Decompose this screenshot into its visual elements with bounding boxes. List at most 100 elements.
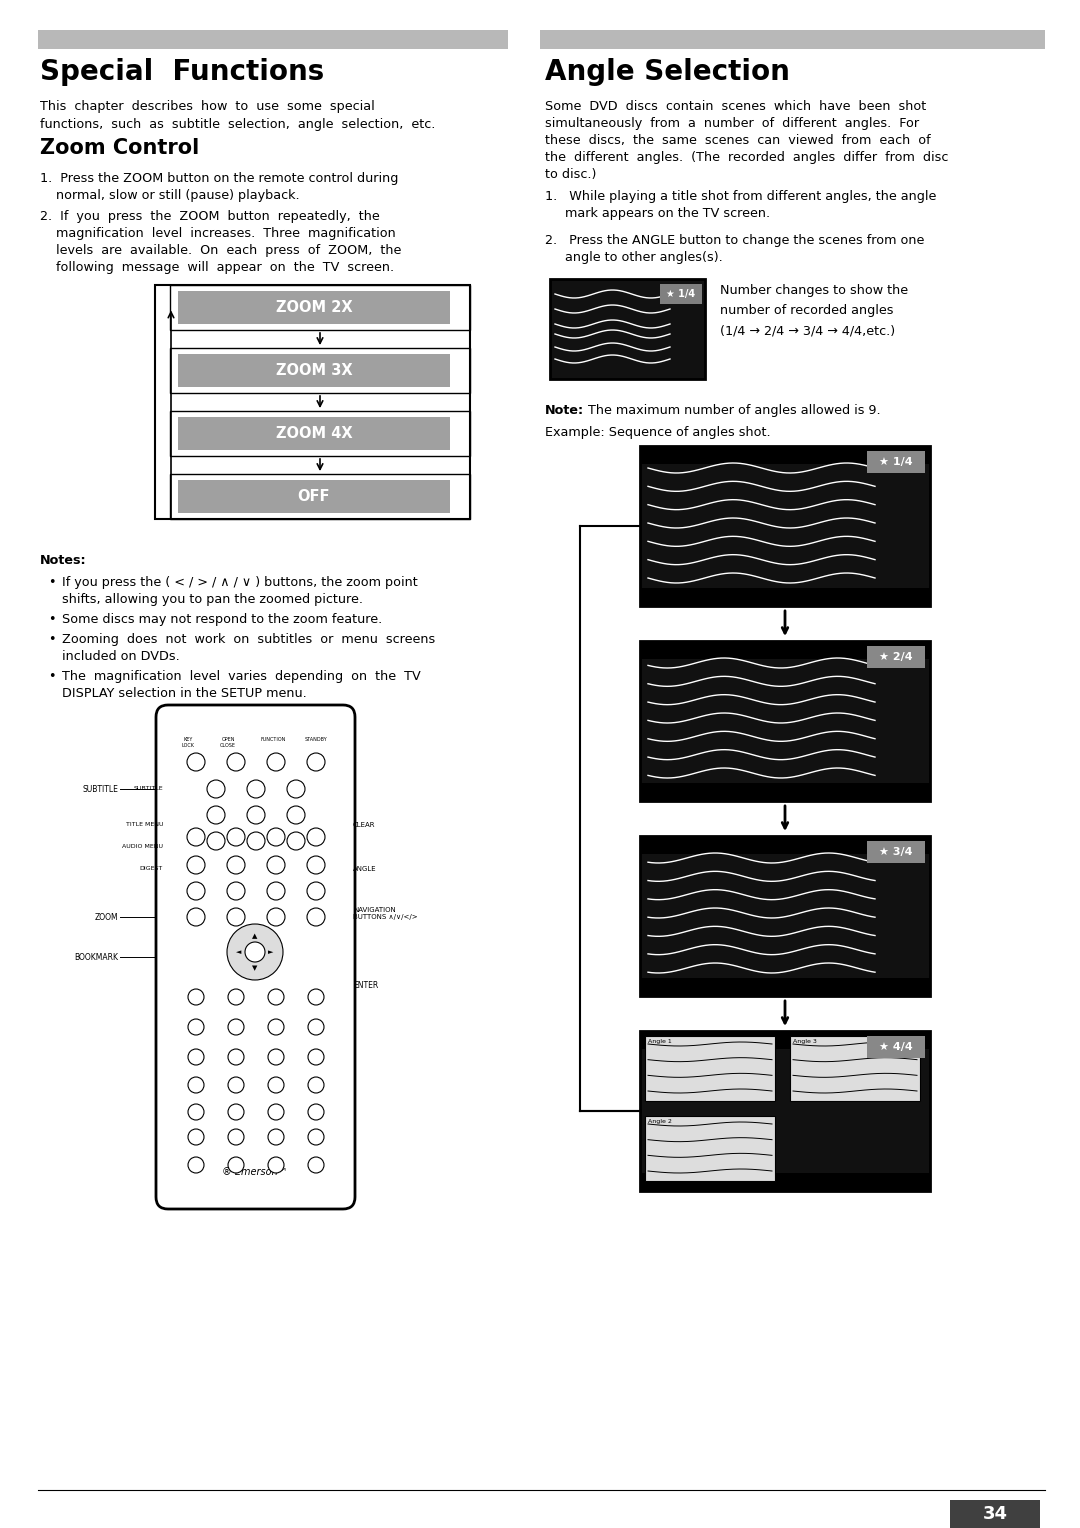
Text: ►: ► — [268, 949, 273, 955]
Bar — [867, 840, 924, 863]
Circle shape — [245, 941, 265, 963]
Text: 6: 6 — [294, 810, 298, 819]
Text: The  magnification  level  varies  depending  on  the  TV: The magnification level varies depending… — [62, 669, 421, 683]
Text: ★ 4/4: ★ 4/4 — [879, 1042, 913, 1051]
Bar — [640, 836, 930, 854]
Bar — [660, 284, 702, 304]
Bar — [867, 451, 924, 474]
Text: SUBTITLE: SUBTITLE — [82, 784, 118, 793]
Bar — [640, 1174, 930, 1190]
Text: NAVIGATION
BUTTONS ∧/∨/</>: NAVIGATION BUTTONS ∧/∨/</> — [353, 908, 418, 920]
Text: DIGEST: DIGEST — [139, 866, 163, 871]
Text: Zoom Control: Zoom Control — [40, 138, 199, 157]
Circle shape — [247, 779, 265, 798]
Text: •: • — [48, 576, 55, 588]
Text: ★ 1/4: ★ 1/4 — [666, 289, 696, 299]
Text: TITLE MENU: TITLE MENU — [125, 822, 163, 828]
Bar — [867, 1036, 924, 1057]
Text: 4: 4 — [214, 810, 218, 819]
Text: ZOOM 2X: ZOOM 2X — [275, 299, 352, 315]
Bar — [640, 782, 930, 801]
Bar — [38, 31, 508, 49]
Circle shape — [268, 1129, 284, 1144]
Text: simultaneously  from  a  number  of  different  angles.  For: simultaneously from a number of differen… — [545, 118, 919, 130]
Circle shape — [228, 989, 244, 1005]
Text: Angle 3: Angle 3 — [793, 1039, 816, 1044]
Bar — [645, 1115, 775, 1181]
Text: functions,  such  as  subtitle  selection,  angle  selection,  etc.: functions, such as subtitle selection, a… — [40, 118, 435, 131]
Bar — [950, 1500, 1040, 1528]
Circle shape — [308, 1077, 324, 1093]
Text: shifts, allowing you to pan the zoomed picture.: shifts, allowing you to pan the zoomed p… — [62, 593, 363, 607]
FancyBboxPatch shape — [156, 704, 355, 1209]
Circle shape — [207, 779, 225, 798]
Circle shape — [207, 833, 225, 850]
Text: 34: 34 — [983, 1505, 1008, 1523]
Bar — [170, 286, 470, 330]
Text: to disc.): to disc.) — [545, 168, 596, 180]
Bar — [640, 446, 930, 607]
Circle shape — [188, 1157, 204, 1174]
Circle shape — [268, 989, 284, 1005]
Circle shape — [307, 882, 325, 900]
Circle shape — [227, 908, 245, 926]
Circle shape — [307, 856, 325, 874]
Text: 1.   While playing a title shot from different angles, the angle: 1. While playing a title shot from diffe… — [545, 189, 936, 203]
Circle shape — [227, 753, 245, 772]
Circle shape — [287, 833, 305, 850]
Circle shape — [228, 1157, 244, 1174]
Circle shape — [228, 1129, 244, 1144]
Text: Zooming  does  not  work  on  subtitles  or  menu  screens: Zooming does not work on subtitles or me… — [62, 633, 435, 646]
Bar — [156, 286, 470, 520]
Circle shape — [307, 753, 325, 772]
Circle shape — [308, 1105, 324, 1120]
Circle shape — [267, 882, 285, 900]
Text: mark appears on the TV screen.: mark appears on the TV screen. — [545, 206, 770, 220]
Text: ★ 1/4: ★ 1/4 — [879, 457, 913, 468]
Bar — [550, 280, 705, 379]
Text: ZOOM 4X: ZOOM 4X — [275, 426, 352, 442]
Text: Angle 1: Angle 1 — [648, 1039, 672, 1044]
Text: •: • — [48, 633, 55, 646]
Bar — [640, 588, 930, 607]
Text: these  discs,  the  same  scenes  can  viewed  from  each  of: these discs, the same scenes can viewed … — [545, 134, 931, 147]
Text: AUDIO MENU: AUDIO MENU — [122, 845, 163, 850]
Circle shape — [188, 1050, 204, 1065]
Text: the  different  angles.  (The  recorded  angles  differ  from  disc: the different angles. (The recorded angl… — [545, 151, 948, 163]
Circle shape — [227, 882, 245, 900]
Text: following  message  will  appear  on  the  TV  screen.: following message will appear on the TV … — [40, 261, 394, 274]
Bar — [178, 417, 450, 451]
Bar — [540, 31, 1045, 49]
Circle shape — [268, 1050, 284, 1065]
Circle shape — [287, 805, 305, 824]
Bar — [640, 642, 930, 801]
Text: CLEAR: CLEAR — [353, 822, 376, 828]
Text: ® Emerson™: ® Emerson™ — [222, 1167, 287, 1177]
Circle shape — [188, 989, 204, 1005]
Text: ZOOM: ZOOM — [94, 912, 118, 921]
Circle shape — [207, 805, 225, 824]
Circle shape — [227, 856, 245, 874]
Bar — [640, 836, 930, 996]
Text: DISPLAY selection in the SETUP menu.: DISPLAY selection in the SETUP menu. — [62, 688, 307, 700]
Circle shape — [267, 828, 285, 847]
Text: 1: 1 — [214, 784, 218, 793]
Text: included on DVDs.: included on DVDs. — [62, 649, 179, 663]
Text: normal, slow or still (pause) playback.: normal, slow or still (pause) playback. — [40, 189, 299, 202]
Circle shape — [268, 1105, 284, 1120]
Circle shape — [308, 1019, 324, 1034]
Circle shape — [247, 833, 265, 850]
Circle shape — [187, 753, 205, 772]
Circle shape — [267, 908, 285, 926]
Circle shape — [187, 908, 205, 926]
Bar — [640, 1031, 930, 1190]
Text: Angle 2: Angle 2 — [648, 1118, 672, 1125]
Circle shape — [308, 1157, 324, 1174]
Bar — [170, 474, 470, 520]
Bar — [645, 1036, 775, 1102]
Text: The maximum number of angles allowed is 9.: The maximum number of angles allowed is … — [580, 403, 880, 417]
Circle shape — [228, 1077, 244, 1093]
Bar — [178, 354, 450, 387]
Circle shape — [287, 779, 305, 798]
Text: 9: 9 — [294, 836, 298, 845]
